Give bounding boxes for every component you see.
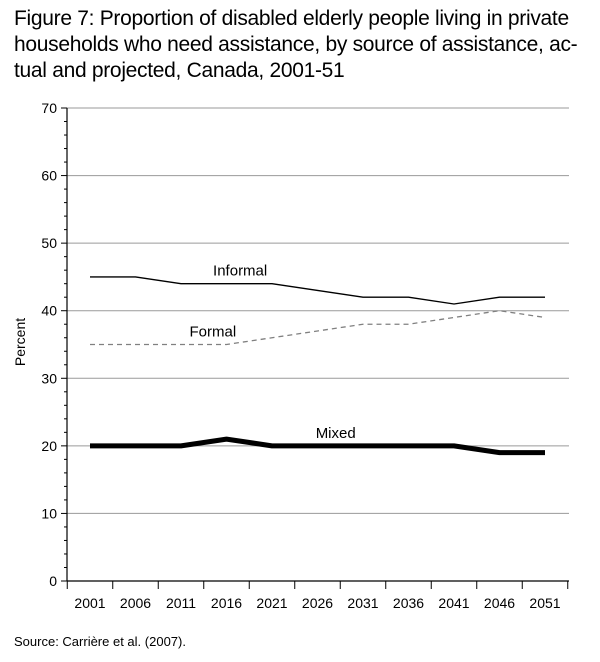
x-tick-label: 2001 <box>74 595 105 611</box>
series-label-formal: Formal <box>190 324 237 341</box>
series-label-informal: Informal <box>213 263 267 280</box>
source-note: Source: Carrière et al. (2007). <box>14 634 186 649</box>
x-tick-label: 2016 <box>211 595 242 611</box>
x-tick-label: 2051 <box>529 595 560 611</box>
y-tick-label: 20 <box>41 438 57 454</box>
y-tick-label: 70 <box>41 100 57 116</box>
x-tick-label: 2011 <box>166 595 196 611</box>
y-tick-label: 30 <box>41 370 57 386</box>
x-tick-label: 2046 <box>484 595 515 611</box>
series-line-mixed <box>90 436 545 456</box>
series-labels: Informal Formal Mixed <box>190 263 356 442</box>
series-lines <box>90 276 546 456</box>
y-axis-label: Percent <box>12 318 28 366</box>
y-tick-label: 40 <box>41 303 57 319</box>
y-tick-label: 10 <box>41 505 57 521</box>
line-chart: 0 10 20 30 40 50 60 70 2001 2006 2011 2016 2021 2026 2… <box>12 100 569 611</box>
chart-title-line-2: households who need assistance, by sourc… <box>14 33 578 56</box>
series-label-mixed: Mixed <box>316 425 356 442</box>
x-tick-label: 2006 <box>120 595 151 611</box>
y-tick-label: 50 <box>41 235 57 251</box>
x-tick-label: 2026 <box>302 595 333 611</box>
x-tick-label: 2031 <box>347 595 378 611</box>
y-tick-label: 60 <box>41 168 57 184</box>
chart-title: Figure 7: Proportion of disabled elderly… <box>14 6 589 84</box>
y-tick-label: 0 <box>49 573 57 589</box>
x-tick-label: 2041 <box>438 595 469 611</box>
x-tick-label: 2036 <box>393 595 424 611</box>
series-line-informal <box>90 276 545 305</box>
axes: 0 10 20 30 40 50 60 70 2001 2006 2011 2016 2021 2026 2… <box>41 100 569 611</box>
x-tick-label: 2021 <box>256 595 287 611</box>
series-line-formal <box>90 310 546 346</box>
chart-title-line-3: tual and projected, Canada, 2001-51 <box>14 59 345 82</box>
chart-title-line-1: Figure 7: Proportion of disabled elderly… <box>14 7 569 30</box>
